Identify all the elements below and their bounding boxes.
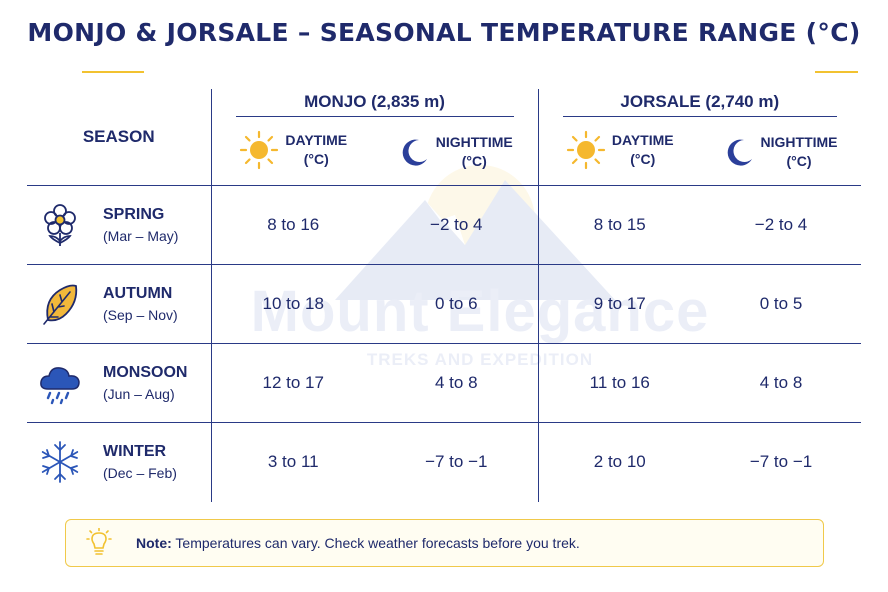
daytime-label: DAYTIME [611, 131, 674, 148]
jorsale-night-value: −7 to −1 [749, 452, 813, 472]
season-months: (Jun – Aug) [103, 386, 175, 402]
jorsale-daytime-header: DAYTIME (°C) [538, 119, 702, 186]
monjo-daytime-header: DAYTIME (°C) [211, 119, 375, 186]
lightbulb-icon [86, 528, 112, 555]
jorsale-night-value: 4 to 8 [701, 343, 862, 423]
monjo-night-value: 4 to 8 [375, 343, 539, 423]
nighttime-label: NIGHTTIME [435, 133, 513, 150]
jorsale-night-value: −2 to 4 [701, 185, 862, 265]
nighttime-label: NIGHTTIME [760, 133, 838, 150]
table-row: WINTER (Dec – Feb) 3 to 11 −7 to −1 2 to … [27, 422, 861, 502]
leaf-icon [43, 284, 78, 325]
table-row: MONSOON (Jun – Aug) 12 to 17 4 to 8 11 to… [27, 343, 862, 423]
daytime-unit: (°C) [303, 150, 329, 167]
sun-icon [566, 130, 606, 169]
season-column-header: SEASON [27, 89, 212, 186]
jorsale-day-value: 11 to 16 [538, 343, 702, 423]
temperature-table: SEASON MONJO (2,835 m) JORSALE (2,740 m)… [27, 89, 862, 502]
monjo-day-value: 3 to 11 [267, 452, 319, 472]
snowflake-icon [41, 441, 79, 484]
rain-cloud-icon [40, 367, 80, 405]
daytime-label: DAYTIME [285, 131, 348, 148]
flower-icon [44, 204, 76, 246]
season-cell: SPRING (Mar – May) [27, 185, 212, 265]
season-cell: MONSOON (Jun – Aug) [27, 343, 212, 423]
title-accent-right [815, 71, 858, 73]
jorsale-night-value: 0 to 5 [701, 264, 862, 344]
location-header-monjo: MONJO (2,835 m) [211, 89, 539, 119]
season-months: (Dec – Feb) [103, 465, 177, 482]
season-name: AUTUMN [103, 285, 173, 302]
nighttime-unit: (°C) [461, 152, 487, 169]
jorsale-nighttime-header: NIGHTTIME (°C) [701, 119, 862, 186]
page-title: MONJO & JORSALE – SEASONAL TEMPERATURE R… [27, 18, 861, 47]
jorsale-day-value: 8 to 15 [538, 185, 702, 265]
season-cell: AUTUMN (Sep – Nov) [27, 264, 212, 344]
monjo-nighttime-header: NIGHTTIME (°C) [375, 119, 539, 186]
monjo-day-value: 12 to 17 [211, 343, 375, 423]
daytime-unit: (°C) [630, 150, 656, 167]
moon-icon [402, 139, 427, 166]
season-months: (Mar – May) [103, 228, 179, 244]
note-box: Note: Temperatures can vary. Check weath… [65, 519, 824, 567]
season-months: (Sep – Nov) [103, 307, 178, 323]
nighttime-unit: (°C) [786, 152, 812, 169]
sun-icon [240, 130, 279, 169]
jorsale-day-value: 9 to 17 [538, 264, 702, 344]
moon-icon [727, 139, 752, 166]
season-cell: WINTER (Dec – Feb) [27, 422, 212, 502]
table-row: SPRING (Mar – May) 8 to 16 −2 to 4 8 to 1… [27, 185, 862, 265]
note-text: Temperatures can vary. Check weather for… [175, 535, 580, 551]
season-name: SPRING [103, 206, 165, 223]
table-row: AUTUMN (Sep – Nov) 10 to 18 0 to 6 9 to 1… [27, 264, 862, 344]
season-name: WINTER [103, 443, 167, 461]
title-accent-left [82, 71, 144, 73]
monjo-night-value: −2 to 4 [375, 185, 539, 265]
monjo-night-value: 0 to 6 [375, 264, 539, 344]
monjo-day-value: 8 to 16 [211, 185, 375, 265]
monjo-night-value: −7 to −1 [375, 422, 539, 502]
location-header-jorsale: JORSALE (2,740 m) [538, 89, 861, 119]
note-label: Note: [136, 535, 172, 551]
season-name: MONSOON [103, 364, 188, 381]
jorsale-day-value: 2 to 10 [593, 452, 646, 472]
monjo-day-value: 10 to 18 [211, 264, 375, 344]
